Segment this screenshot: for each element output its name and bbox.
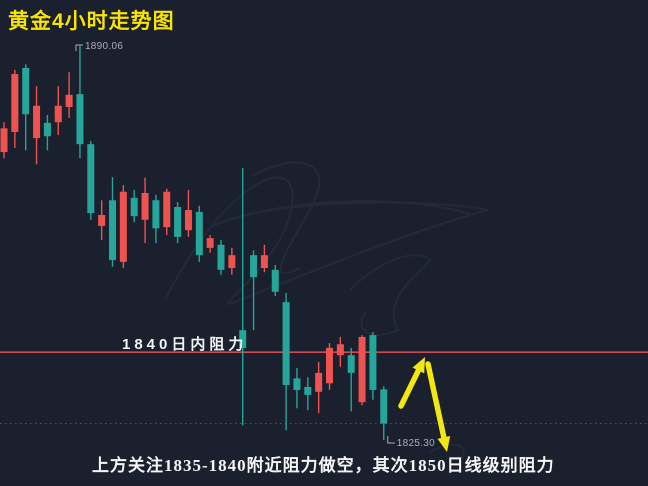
candle-body — [65, 94, 73, 107]
price-lines — [0, 351, 648, 425]
candle-body — [304, 386, 312, 395]
resistance-label: 1840日内阻力 — [122, 336, 248, 353]
candle-body — [98, 214, 106, 226]
down-arrow-shaft — [425, 361, 447, 441]
watermark-signature — [164, 161, 489, 459]
candle-body — [326, 347, 333, 384]
candle-body — [163, 191, 171, 228]
candle-body — [250, 255, 258, 278]
candle-body — [315, 372, 323, 392]
candle-body — [260, 255, 268, 268]
candle-body — [87, 144, 95, 214]
candle-body — [33, 105, 41, 139]
bottom-note: 上方关注1835-1840附近阻力做空，其次1850日线级别阻力 — [92, 456, 555, 475]
candle-body — [54, 105, 62, 123]
candle-body — [152, 200, 160, 229]
down-arrow-head — [437, 435, 451, 452]
candle-body — [217, 244, 225, 270]
up-arrow-head — [412, 357, 425, 374]
candle-body — [271, 269, 279, 292]
low-label-bracket — [387, 436, 395, 444]
candle-body — [119, 191, 127, 262]
candle-body — [141, 192, 149, 220]
candle-body — [336, 344, 344, 356]
candle-body — [206, 238, 214, 248]
chart-title: 黄金4小时走势图 — [8, 10, 175, 33]
high-price-label: 1890.06 — [84, 41, 124, 52]
down-arrow-annotation — [425, 361, 451, 452]
candle-body — [174, 207, 182, 237]
candle-body — [228, 255, 236, 268]
up-arrow-shaft — [398, 367, 422, 409]
candle-body — [282, 302, 290, 386]
candle-body — [76, 94, 84, 145]
candle-body — [130, 197, 138, 217]
candle-body — [369, 335, 377, 390]
candle-body — [380, 389, 388, 424]
candle-body — [43, 122, 51, 137]
high-label-bracket — [75, 44, 83, 51]
candle-body — [347, 355, 355, 373]
candle-body — [358, 336, 366, 403]
candle-body — [293, 378, 301, 390]
candle-body — [22, 67, 30, 115]
up-arrow-annotation — [398, 357, 425, 409]
candle-body — [184, 210, 192, 231]
low-price-label: 1825.30 — [396, 438, 435, 449]
candle-body — [109, 200, 116, 261]
candle-body — [0, 128, 8, 153]
candle-body — [195, 211, 203, 256]
candlestick-series — [0, 45, 388, 440]
candle-body — [11, 74, 19, 132]
candle-body — [239, 330, 247, 348]
